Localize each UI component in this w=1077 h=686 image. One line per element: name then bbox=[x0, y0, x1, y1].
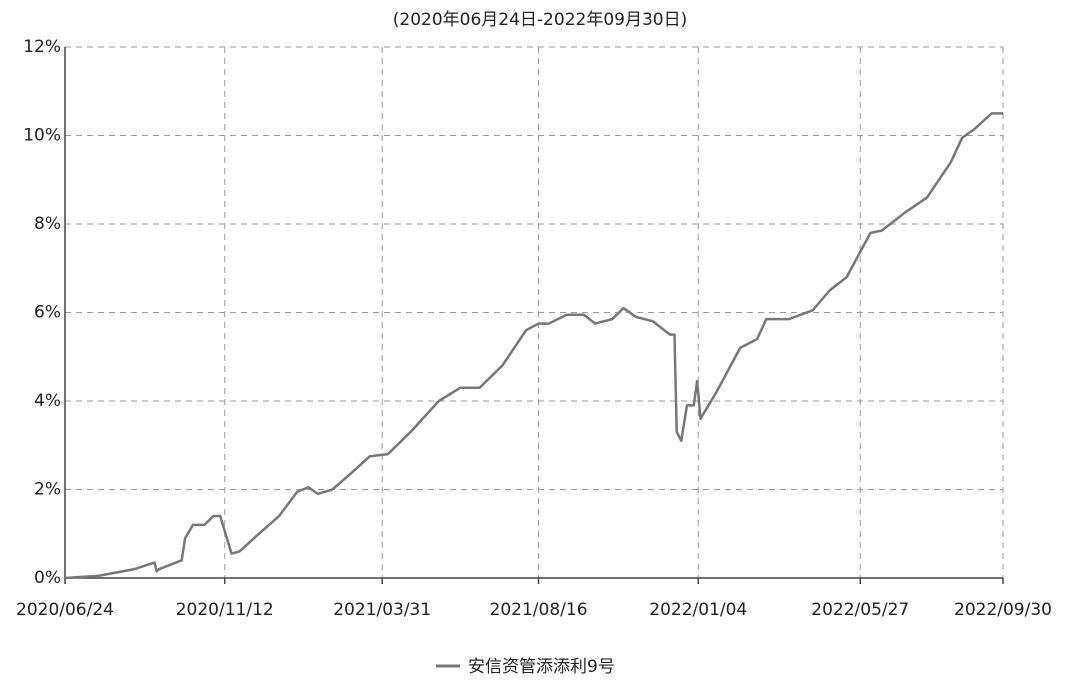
y-tick-label: 10% bbox=[23, 126, 61, 146]
x-tick-label: 2022/05/27 bbox=[811, 600, 909, 620]
y-tick-label: 0% bbox=[34, 568, 61, 588]
x-tick-label: 2021/03/31 bbox=[333, 600, 431, 620]
x-tick-label: 2020/06/24 bbox=[16, 600, 114, 620]
y-tick-label: 4% bbox=[34, 391, 61, 411]
x-tick-label: 2021/08/16 bbox=[490, 600, 588, 620]
chart-title: (2020年06月24日-2022年09月30日) bbox=[393, 10, 687, 30]
x-tick-label: 2020/11/12 bbox=[176, 600, 274, 620]
y-tick-label: 2% bbox=[34, 480, 61, 500]
x-tick-label: 2022/01/04 bbox=[649, 600, 747, 620]
x-tick-label: 2022/09/30 bbox=[954, 600, 1052, 620]
series-line bbox=[64, 112, 1003, 580]
legend-label: 安信资管添添利9号 bbox=[468, 657, 615, 677]
y-tick-label: 12% bbox=[23, 37, 61, 57]
y-tick-label: 6% bbox=[34, 303, 61, 323]
y-tick-label: 8% bbox=[34, 214, 61, 234]
